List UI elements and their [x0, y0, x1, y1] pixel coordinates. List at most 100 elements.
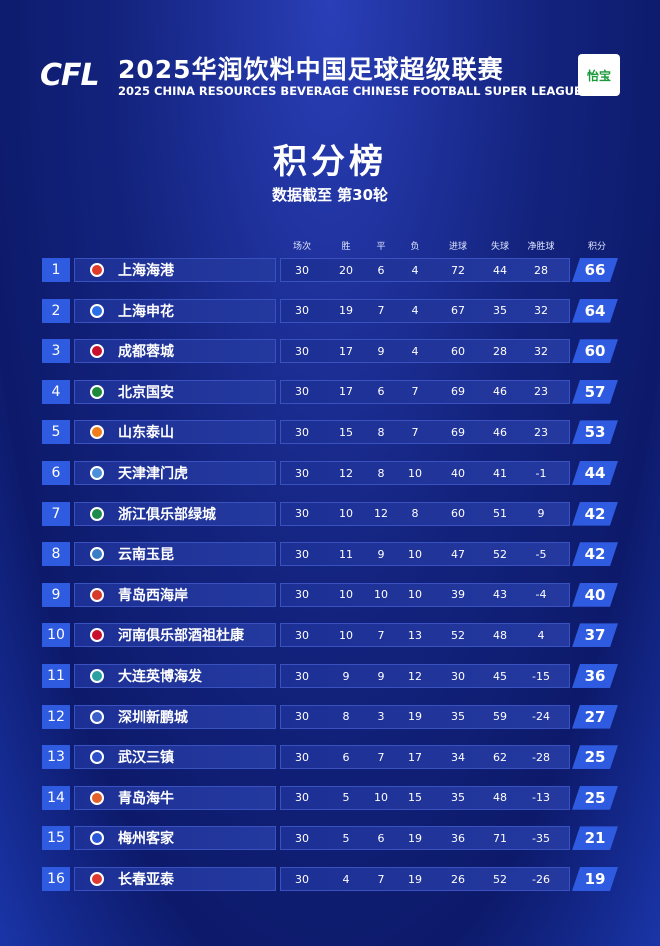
stats-row-bg: [280, 867, 570, 891]
stats-row-bg: [280, 745, 570, 770]
stat-cell: 32: [534, 344, 548, 358]
team-badge: [90, 547, 104, 562]
stat-cell: 30: [295, 547, 309, 561]
stat-cell: -1: [535, 466, 547, 480]
team-badge: [90, 303, 104, 318]
stat-cell: 44: [493, 263, 507, 277]
team-name: 云南玉昆: [118, 547, 174, 564]
stat-cell: 28: [493, 344, 507, 358]
stat-cell: 46: [493, 425, 507, 439]
stat-cell: -28: [532, 750, 550, 764]
stat-cell: 60: [451, 344, 465, 358]
stat-cell: 30: [295, 669, 309, 683]
rank-cell: 1: [42, 258, 70, 282]
rank-cell: 14: [42, 785, 70, 810]
stat-cell: 8: [411, 507, 419, 521]
team-row-bg: [74, 664, 276, 688]
stat-cell: 4: [342, 872, 350, 886]
stat-cell: 7: [411, 385, 419, 399]
stat-cell: 41: [493, 466, 507, 480]
stat-cell: 52: [493, 547, 507, 561]
stat-cell: 12: [339, 466, 353, 480]
stat-cell: 30: [295, 628, 309, 642]
points-cell: 57: [572, 380, 618, 404]
stat-cell: 59: [493, 710, 507, 724]
stats-row-bg: [280, 420, 570, 445]
column-header: 场次: [292, 242, 311, 252]
stat-cell: 30: [295, 466, 309, 480]
points-cell: 42: [572, 502, 618, 526]
stats-row-bg: [280, 623, 570, 648]
team-name: 浙江俱乐部绿城: [118, 506, 216, 523]
stat-cell: 20: [339, 263, 353, 277]
rank-cell: 13: [42, 745, 70, 770]
stat-cell: 45: [493, 669, 507, 683]
stat-cell: 12: [374, 507, 388, 521]
rank-cell: 2: [42, 298, 70, 323]
team-name: 天津津门虎: [118, 466, 188, 482]
stat-cell: 6: [342, 750, 350, 764]
stat-cell: 19: [339, 304, 353, 318]
points-cell: 36: [572, 664, 618, 688]
team-row-bg: [74, 826, 276, 851]
stat-cell: 17: [339, 385, 353, 399]
stat-cell: 60: [451, 507, 465, 521]
stat-cell: 13: [408, 628, 422, 642]
points-cell: 42: [572, 542, 618, 566]
points-cell: 37: [572, 623, 618, 647]
stat-cell: 69: [451, 385, 465, 399]
stat-cell: 6: [377, 385, 385, 399]
stat-cell: 30: [295, 791, 309, 805]
stat-cell: 19: [408, 831, 422, 845]
team-badge: [90, 790, 104, 805]
team-name: 青岛西海岸: [118, 587, 188, 604]
team-row-bg: [74, 704, 276, 729]
stat-cell: 48: [493, 791, 507, 805]
stat-cell: -15: [532, 669, 550, 683]
column-header: 平: [376, 242, 386, 252]
stat-cell: 30: [295, 831, 309, 845]
column-header: 负: [410, 242, 420, 252]
team-name: 成都蓉城: [118, 344, 174, 361]
team-row-bg: [74, 867, 276, 891]
team-badge: [90, 384, 104, 399]
rank-cell: 11: [42, 664, 70, 688]
rank-cell: 7: [42, 501, 70, 526]
team-name: 大连英博海发: [118, 669, 202, 685]
team-badge: [90, 709, 104, 724]
team-row-bg: [74, 461, 276, 485]
team-badge: [90, 466, 104, 480]
team-badge: [90, 669, 104, 683]
stat-cell: 34: [451, 750, 465, 764]
stat-cell: 15: [339, 425, 353, 439]
stats-row-bg: [280, 785, 570, 810]
stat-cell: 19: [408, 710, 422, 724]
stats-row-bg: [280, 339, 570, 364]
stat-cell: 30: [295, 304, 309, 318]
stats-row-bg: [280, 704, 570, 729]
stat-cell: 12: [408, 669, 422, 683]
stat-cell: -13: [532, 791, 550, 805]
team-badge: [90, 750, 104, 765]
stat-cell: 30: [295, 588, 309, 602]
stat-cell: 4: [411, 263, 419, 277]
team-name: 长春亚泰: [118, 872, 174, 888]
rank-cell: 9: [42, 582, 70, 607]
stat-cell: 10: [339, 628, 353, 642]
team-name: 山东泰山: [118, 425, 174, 442]
stat-cell: 7: [411, 425, 419, 439]
stat-cell: 35: [493, 304, 507, 318]
stat-cell: 62: [493, 750, 507, 764]
stat-cell: 52: [493, 872, 507, 886]
stat-cell: 47: [451, 547, 465, 561]
stat-cell: 30: [295, 263, 309, 277]
team-badge: [90, 587, 104, 602]
points-cell: 44: [572, 461, 618, 485]
stat-cell: 17: [408, 750, 422, 764]
stat-cell: 30: [295, 710, 309, 724]
stats-row-bg: [280, 582, 570, 607]
stat-cell: 51: [493, 507, 507, 521]
team-name: 武汉三镇: [118, 750, 174, 767]
team-badge: [90, 425, 104, 440]
